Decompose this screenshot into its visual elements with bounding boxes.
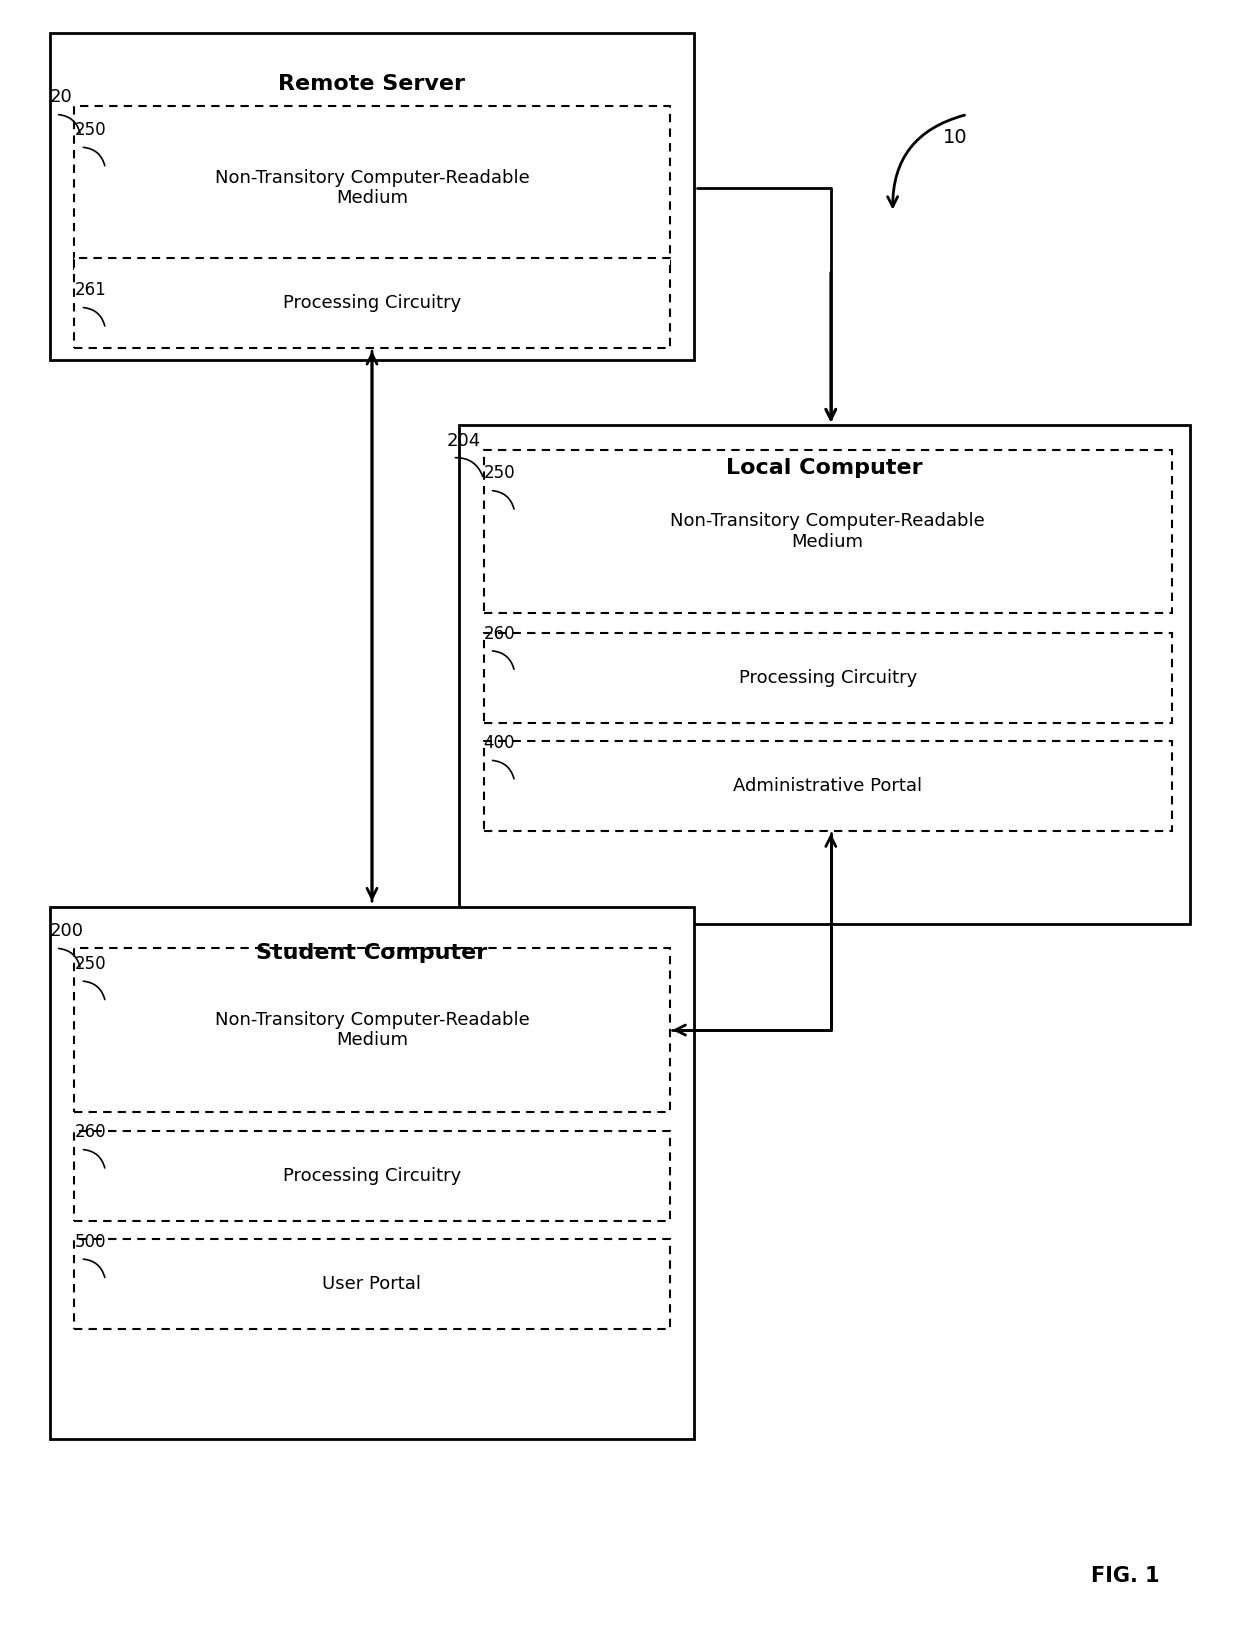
Text: 200: 200 bbox=[50, 922, 83, 940]
Bar bbox=[484, 741, 1172, 831]
Bar bbox=[74, 948, 670, 1112]
Bar bbox=[484, 450, 1172, 613]
Text: Local Computer: Local Computer bbox=[727, 458, 923, 477]
Bar bbox=[484, 633, 1172, 723]
Text: Processing Circuitry: Processing Circuitry bbox=[283, 1167, 461, 1185]
Text: 250: 250 bbox=[484, 464, 516, 482]
Bar bbox=[50, 907, 694, 1439]
Text: 261: 261 bbox=[74, 281, 107, 299]
Text: FIG. 1: FIG. 1 bbox=[1091, 1566, 1159, 1586]
Text: Student Computer: Student Computer bbox=[257, 943, 487, 963]
Text: Non-Transitory Computer-Readable
Medium: Non-Transitory Computer-Readable Medium bbox=[671, 512, 985, 551]
Text: Processing Circuitry: Processing Circuitry bbox=[739, 669, 916, 687]
Text: 400: 400 bbox=[484, 734, 515, 752]
Bar bbox=[50, 33, 694, 360]
Text: 250: 250 bbox=[74, 121, 107, 139]
Text: Administrative Portal: Administrative Portal bbox=[733, 777, 923, 795]
Bar bbox=[459, 425, 1190, 924]
Bar bbox=[74, 258, 670, 348]
Text: Non-Transitory Computer-Readable
Medium: Non-Transitory Computer-Readable Medium bbox=[215, 1010, 529, 1050]
Text: 204: 204 bbox=[446, 432, 481, 450]
Bar bbox=[74, 1239, 670, 1329]
Text: 260: 260 bbox=[74, 1123, 107, 1141]
Text: 20: 20 bbox=[50, 88, 72, 106]
Text: User Portal: User Portal bbox=[322, 1275, 422, 1293]
Text: 500: 500 bbox=[74, 1233, 105, 1251]
Text: Remote Server: Remote Server bbox=[279, 74, 465, 93]
Text: Non-Transitory Computer-Readable
Medium: Non-Transitory Computer-Readable Medium bbox=[215, 168, 529, 208]
Text: Processing Circuitry: Processing Circuitry bbox=[283, 294, 461, 312]
Bar bbox=[74, 1131, 670, 1221]
Text: 250: 250 bbox=[74, 955, 107, 973]
Bar bbox=[74, 106, 670, 270]
Text: 10: 10 bbox=[942, 128, 967, 147]
Text: 260: 260 bbox=[484, 625, 516, 643]
